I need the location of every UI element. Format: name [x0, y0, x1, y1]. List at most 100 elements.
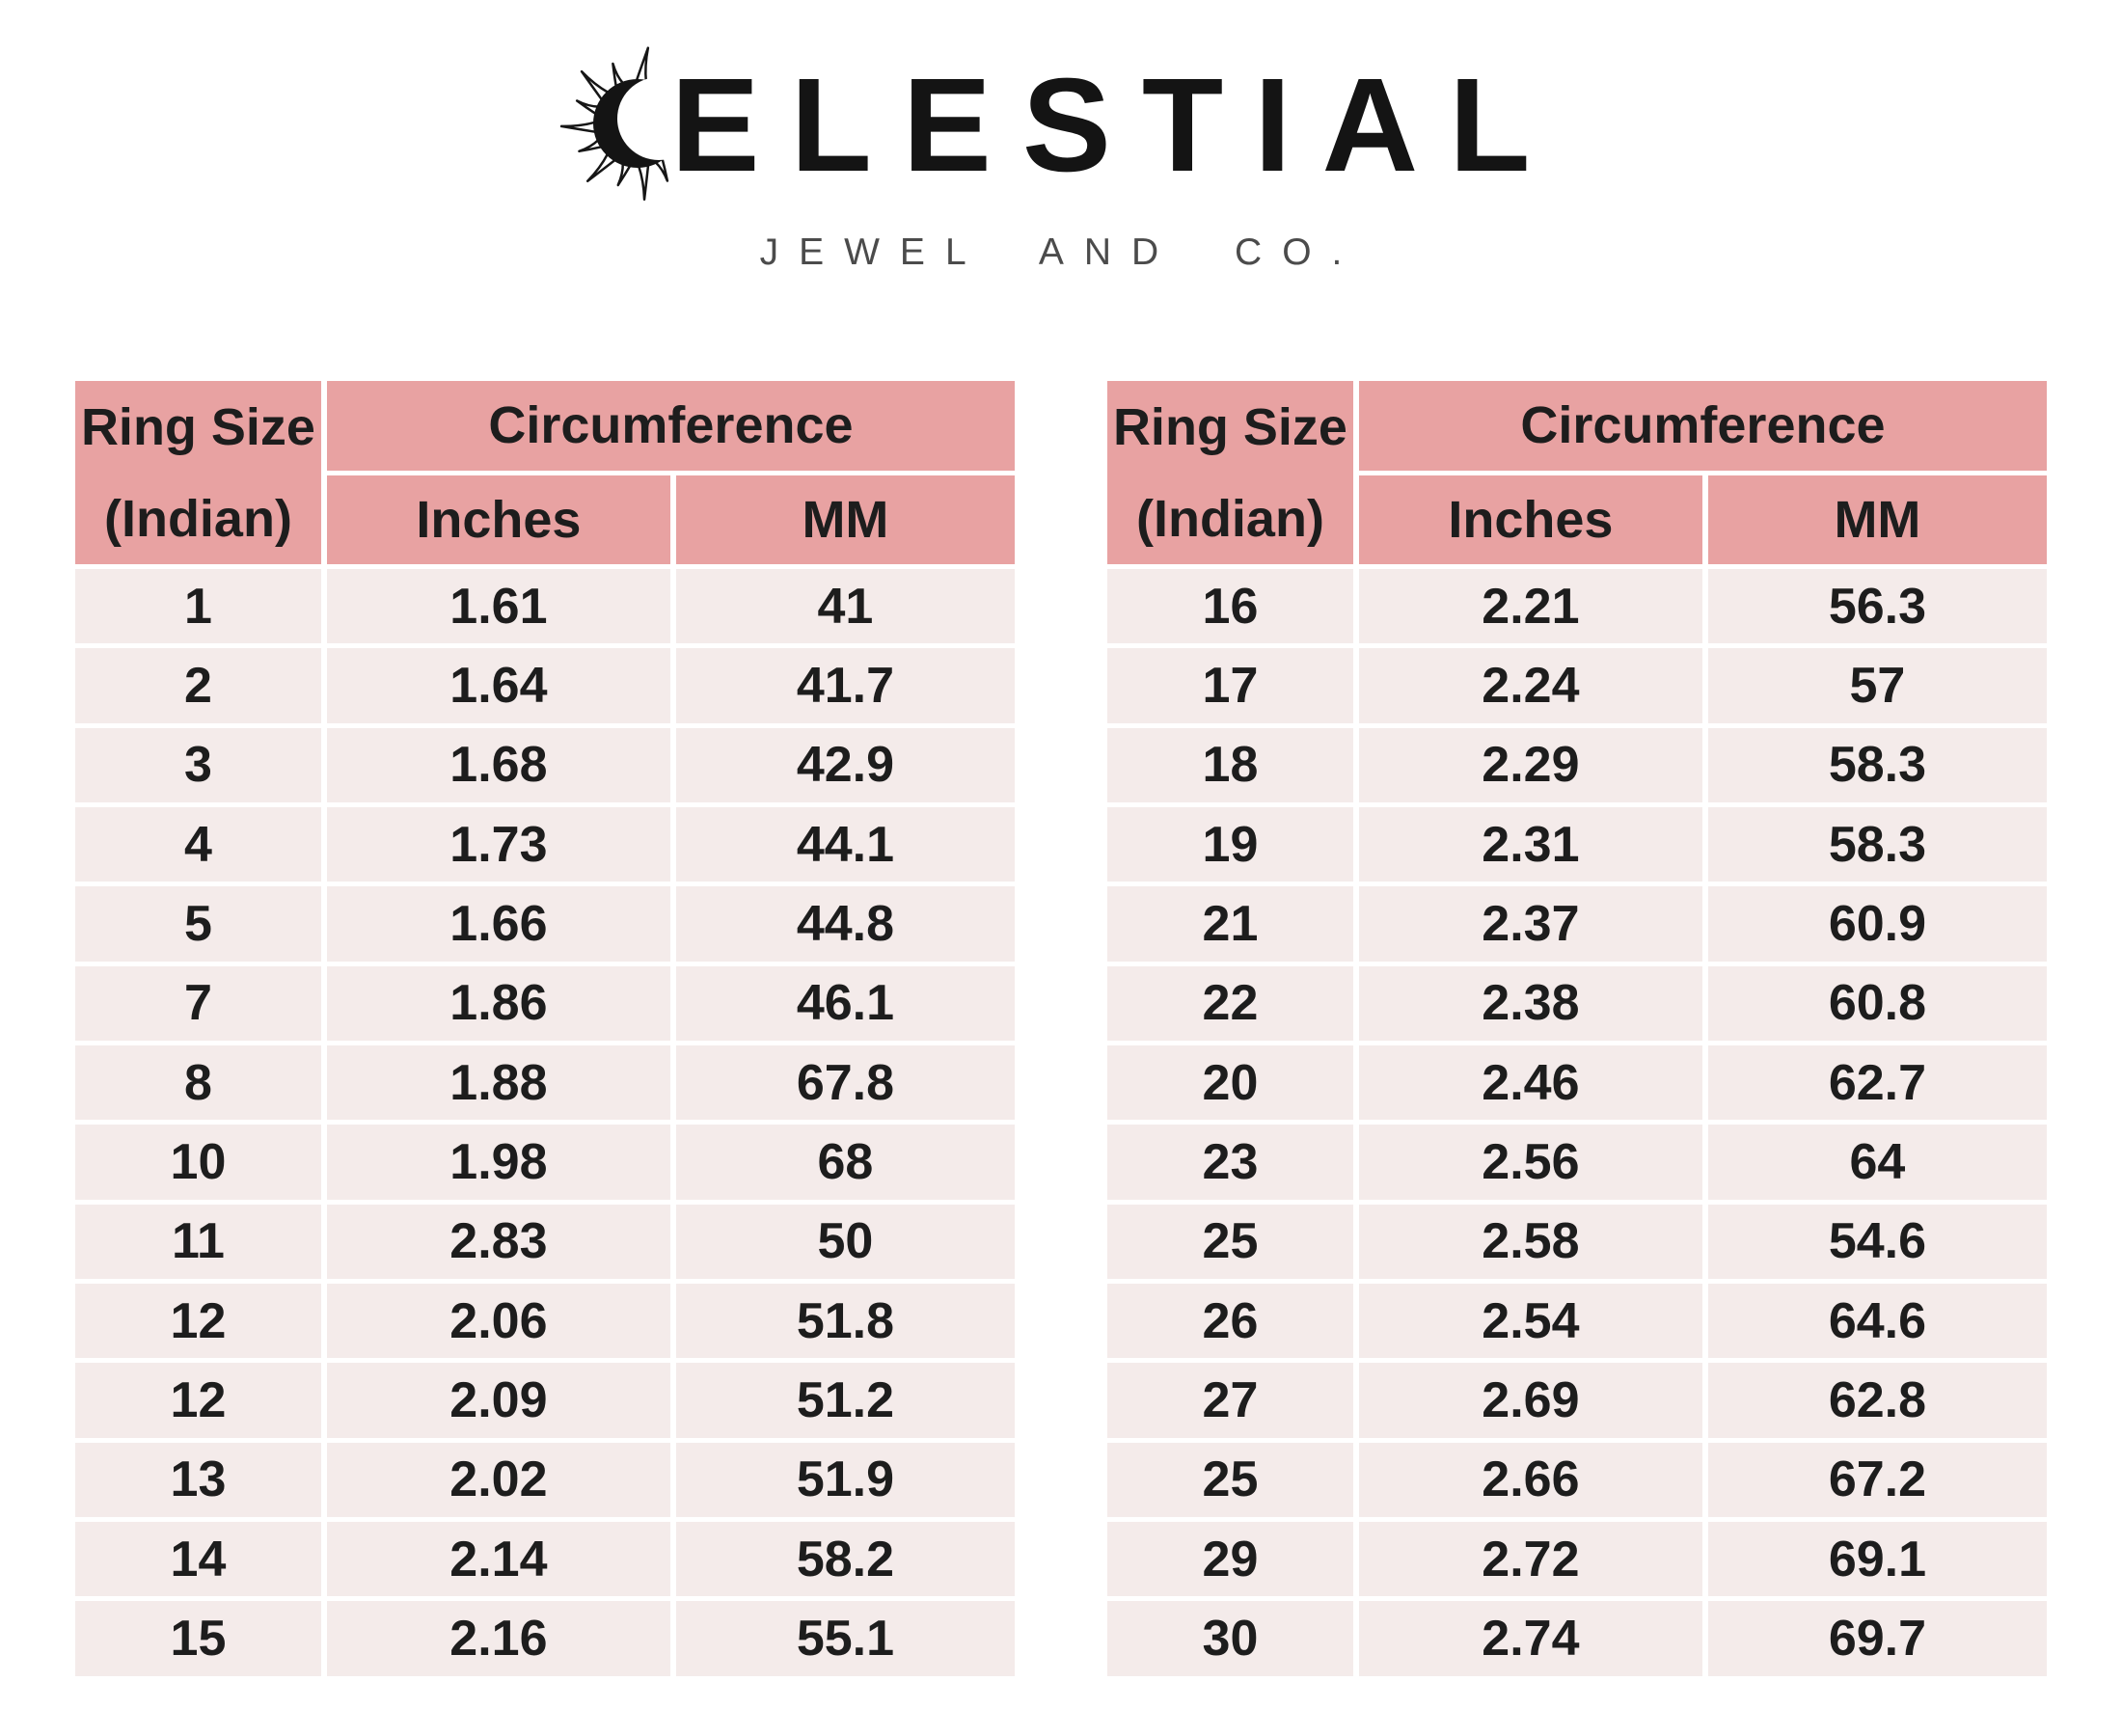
header-mm: MM: [1707, 475, 2047, 564]
mm-cell: 42.9: [675, 727, 1015, 803]
header-ring-size-line1: Ring Size: [1112, 397, 1347, 456]
mm-cell: 67.2: [1707, 1442, 2047, 1518]
inches-cell: 2.38: [1358, 965, 1702, 1042]
ring-size-cell: 14: [75, 1522, 321, 1597]
brand-logo: ELESTIAL: [0, 29, 2122, 222]
mm-cell: 58.2: [675, 1522, 1015, 1597]
inches-cell: 2.29: [1358, 727, 1702, 803]
table-row: 13 2.02 51.9: [75, 1442, 1015, 1518]
table-row: 23 2.56 64: [1107, 1125, 2047, 1200]
table-row: 25 2.66 67.2: [1107, 1442, 2047, 1518]
inches-cell: 2.16: [326, 1601, 670, 1676]
mm-cell: 44.1: [675, 807, 1015, 882]
table-row: 18 2.29 58.3: [1107, 727, 2047, 803]
table-row: 22 2.38 60.8: [1107, 965, 2047, 1042]
header-circumference: Circumference: [1358, 381, 2047, 471]
mm-cell: 69.7: [1707, 1601, 2047, 1676]
inches-cell: 2.83: [326, 1204, 670, 1280]
ring-size-cell: 5: [75, 886, 321, 962]
ring-size-cell: 26: [1107, 1284, 1353, 1359]
ring-size-cell: 25: [1107, 1204, 1353, 1280]
table-row: 15 2.16 55.1: [75, 1601, 1015, 1676]
header-ring-size-line2: (Indian): [1135, 489, 1324, 548]
table-row: 2 1.64 41.7: [75, 648, 1015, 723]
inches-cell: 2.37: [1358, 886, 1702, 962]
mm-cell: 51.8: [675, 1284, 1015, 1359]
inches-cell: 2.69: [1358, 1363, 1702, 1438]
ring-size-cell: 12: [75, 1363, 321, 1438]
mm-cell: 56.3: [1707, 569, 2047, 644]
inches-cell: 2.14: [326, 1522, 670, 1597]
inches-cell: 2.46: [1358, 1045, 1702, 1121]
ring-size-cell: 29: [1107, 1522, 1353, 1597]
inches-cell: 2.06: [326, 1284, 670, 1359]
inches-cell: 2.21: [1358, 569, 1702, 644]
table-row: 1 1.61 41: [75, 569, 1015, 644]
inches-cell: 2.02: [326, 1442, 670, 1518]
mm-cell: 60.9: [1707, 886, 2047, 962]
inches-cell: 2.66: [1358, 1442, 1702, 1518]
mm-cell: 64: [1707, 1125, 2047, 1200]
ring-size-cell: 27: [1107, 1363, 1353, 1438]
table-row: 8 1.88 67.8: [75, 1045, 1015, 1121]
inches-cell: 1.64: [326, 648, 670, 723]
mm-cell: 51.9: [675, 1442, 1015, 1518]
mm-cell: 57: [1707, 648, 2047, 723]
table-row: 20 2.46 62.7: [1107, 1045, 2047, 1121]
mm-cell: 68: [675, 1125, 1015, 1200]
ring-size-cell: 1: [75, 569, 321, 644]
ring-size-cell: 8: [75, 1045, 321, 1121]
table-row: 26 2.54 64.6: [1107, 1284, 2047, 1359]
ring-size-cell: 30: [1107, 1601, 1353, 1676]
mm-cell: 58.3: [1707, 727, 2047, 803]
table-row: 5 1.66 44.8: [75, 886, 1015, 962]
mm-cell: 64.6: [1707, 1284, 2047, 1359]
mm-cell: 51.2: [675, 1363, 1015, 1438]
inches-cell: 2.31: [1358, 807, 1702, 882]
table-row: 12 2.06 51.8: [75, 1284, 1015, 1359]
ring-size-table-right: Ring Size (Indian) Circumference Inches …: [1102, 376, 2053, 1681]
brand-name: ELESTIAL: [670, 50, 1562, 200]
table-row: 7 1.86 46.1: [75, 965, 1015, 1042]
mm-cell: 54.6: [1707, 1204, 2047, 1280]
header-ring-size: Ring Size (Indian): [75, 381, 321, 564]
mm-cell: 46.1: [675, 965, 1015, 1042]
table-row: 21 2.37 60.9: [1107, 886, 2047, 962]
mm-cell: 60.8: [1707, 965, 2047, 1042]
table-row: 19 2.31 58.3: [1107, 807, 2047, 882]
table-row: 4 1.73 44.1: [75, 807, 1015, 882]
mm-cell: 55.1: [675, 1601, 1015, 1676]
inches-cell: 2.54: [1358, 1284, 1702, 1359]
inches-cell: 1.98: [326, 1125, 670, 1200]
inches-cell: 2.24: [1358, 648, 1702, 723]
table-row: 16 2.21 56.3: [1107, 569, 2047, 644]
brand-subtitle: JEWEL AND CO.: [759, 231, 1363, 273]
inches-cell: 2.09: [326, 1363, 670, 1438]
header-ring-size-line2: (Indian): [103, 489, 292, 548]
mm-cell: 50: [675, 1204, 1015, 1280]
mm-cell: 41: [675, 569, 1015, 644]
ring-size-cell: 11: [75, 1204, 321, 1280]
inches-cell: 1.86: [326, 965, 670, 1042]
ring-size-cell: 20: [1107, 1045, 1353, 1121]
inches-cell: 2.72: [1358, 1522, 1702, 1597]
inches-cell: 1.68: [326, 727, 670, 803]
ring-size-cell: 23: [1107, 1125, 1353, 1200]
table-row: 11 2.83 50: [75, 1204, 1015, 1280]
ring-size-table-left: Ring Size (Indian) Circumference Inches …: [69, 376, 1020, 1681]
ring-size-cell: 4: [75, 807, 321, 882]
ring-size-cell: 18: [1107, 727, 1353, 803]
table-row: 25 2.58 54.6: [1107, 1204, 2047, 1280]
table-row: 3 1.68 42.9: [75, 727, 1015, 803]
table-row: 14 2.14 58.2: [75, 1522, 1015, 1597]
ring-size-cell: 17: [1107, 648, 1353, 723]
ring-size-cell: 7: [75, 965, 321, 1042]
table-row: 10 1.98 68: [75, 1125, 1015, 1200]
ring-size-cell: 12: [75, 1284, 321, 1359]
brand-header: ELESTIAL JEWEL AND CO.: [0, 0, 2122, 274]
table-body: 16 2.21 56.3 17 2.24 57 18 2.29 58.3 19 2.31 58.3 21…: [1107, 569, 2047, 1676]
inches-cell: 1.61: [326, 569, 670, 644]
header-mm: MM: [675, 475, 1015, 564]
header-ring-size-line1: Ring Size: [80, 397, 315, 456]
